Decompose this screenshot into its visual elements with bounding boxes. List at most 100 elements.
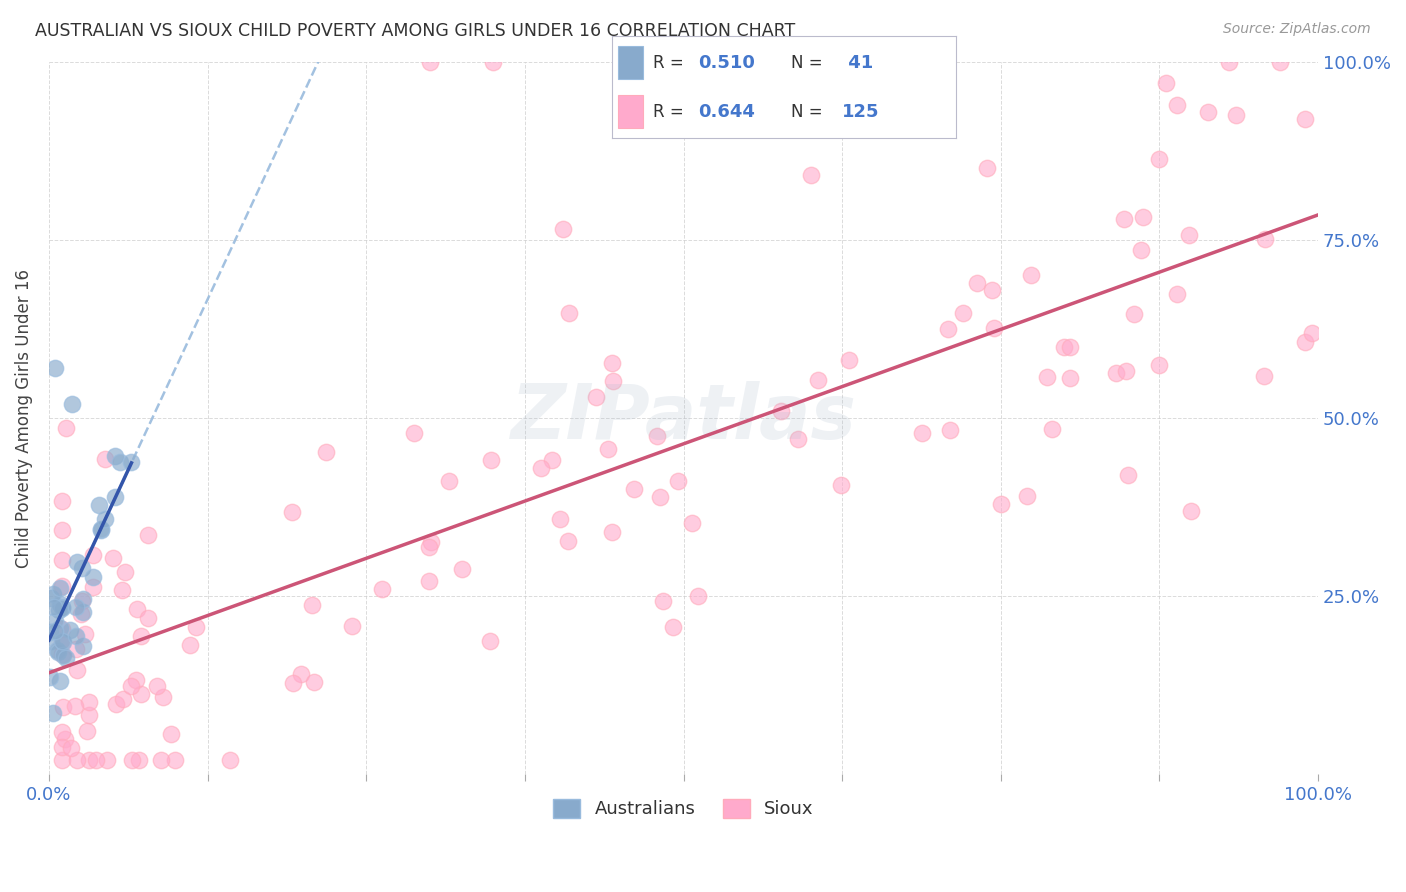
Point: [186, 620, 208, 634]
Point: [90, 522, 112, 536]
Y-axis label: Child Poverty Among Girls Under 16: Child Poverty Among Girls Under 16: [15, 268, 32, 567]
Point: [70, 561, 93, 575]
Point: [77, 708, 100, 723]
Point: [478, 634, 501, 648]
Point: [48, 597, 70, 611]
Point: [418, 574, 440, 588]
Point: [371, 582, 394, 597]
Point: [51, 553, 73, 567]
Point: [666, 474, 689, 488]
Point: [75, 626, 97, 640]
Point: [125, 673, 148, 688]
Point: [1105, 366, 1128, 380]
Point: [451, 562, 474, 576]
Point: [558, 306, 581, 320]
Point: [1130, 243, 1153, 257]
Point: [983, 320, 1005, 334]
Point: [46, 645, 69, 659]
Point: [1122, 307, 1144, 321]
Point: [103, 450, 125, 464]
Point: [51, 622, 73, 636]
Text: R =: R =: [652, 54, 689, 72]
Point: [1166, 98, 1188, 112]
Point: [120, 679, 142, 693]
Point: [84, 753, 107, 767]
Point: [1059, 340, 1081, 354]
Point: [218, 753, 240, 767]
Point: [1040, 422, 1063, 436]
Point: [46, 642, 69, 657]
Point: [110, 455, 132, 469]
Point: [598, 442, 620, 456]
Point: [681, 516, 703, 530]
Point: [479, 453, 502, 467]
Point: [1132, 211, 1154, 225]
Point: [93, 452, 115, 467]
Point: [39, 634, 62, 648]
Point: [437, 474, 460, 488]
Point: [807, 373, 830, 387]
Point: [1053, 340, 1076, 354]
Point: [66, 555, 89, 569]
Point: [1301, 326, 1323, 340]
Point: [1147, 152, 1170, 166]
Point: [65, 629, 87, 643]
Point: [1268, 55, 1291, 70]
Point: [51, 753, 73, 767]
Point: [129, 628, 152, 642]
Point: [648, 490, 671, 504]
Text: 41: 41: [842, 54, 873, 72]
Point: [65, 663, 87, 677]
Legend: Australians, Sioux: Australians, Sioux: [546, 792, 821, 826]
Point: [770, 404, 793, 418]
Point: [136, 611, 159, 625]
Point: [146, 679, 169, 693]
Point: [44, 624, 66, 638]
Point: [645, 429, 668, 443]
Point: [290, 667, 312, 681]
Point: [51, 600, 73, 615]
Point: [72, 592, 94, 607]
Point: [128, 753, 150, 767]
Text: Source: ZipAtlas.com: Source: ZipAtlas.com: [1223, 22, 1371, 37]
Point: [1254, 232, 1277, 246]
Point: [39, 591, 62, 605]
Point: [340, 619, 363, 633]
Point: [600, 356, 623, 370]
Point: [104, 697, 127, 711]
Point: [111, 582, 134, 597]
Point: [281, 675, 304, 690]
Point: [77, 753, 100, 767]
Text: AUSTRALIAN VS SIOUX CHILD POVERTY AMONG GIRLS UNDER 16 CORRELATION CHART: AUSTRALIAN VS SIOUX CHILD POVERTY AMONG …: [35, 22, 796, 40]
Point: [786, 432, 808, 446]
Point: [1166, 286, 1188, 301]
Point: [911, 425, 934, 440]
Point: [82, 580, 104, 594]
Point: [800, 168, 823, 182]
Point: [44, 361, 66, 376]
Point: [51, 494, 73, 508]
Point: [1154, 77, 1177, 91]
Point: [1180, 504, 1202, 518]
Point: [602, 374, 624, 388]
Point: [1218, 55, 1240, 70]
Point: [53, 732, 76, 747]
Point: [530, 461, 553, 475]
Text: N =: N =: [790, 103, 828, 120]
Point: [1147, 358, 1170, 372]
Point: [104, 490, 127, 504]
Point: [114, 565, 136, 579]
Point: [1253, 369, 1275, 384]
Point: [1294, 335, 1316, 350]
Point: [541, 453, 564, 467]
Point: [1225, 107, 1247, 121]
Bar: [619, 46, 643, 79]
Point: [966, 276, 988, 290]
Point: [152, 690, 174, 704]
Point: [65, 753, 87, 767]
Bar: [619, 95, 643, 128]
Text: R =: R =: [652, 103, 689, 120]
Point: [121, 753, 143, 767]
Point: [121, 454, 143, 468]
Point: [51, 523, 73, 537]
